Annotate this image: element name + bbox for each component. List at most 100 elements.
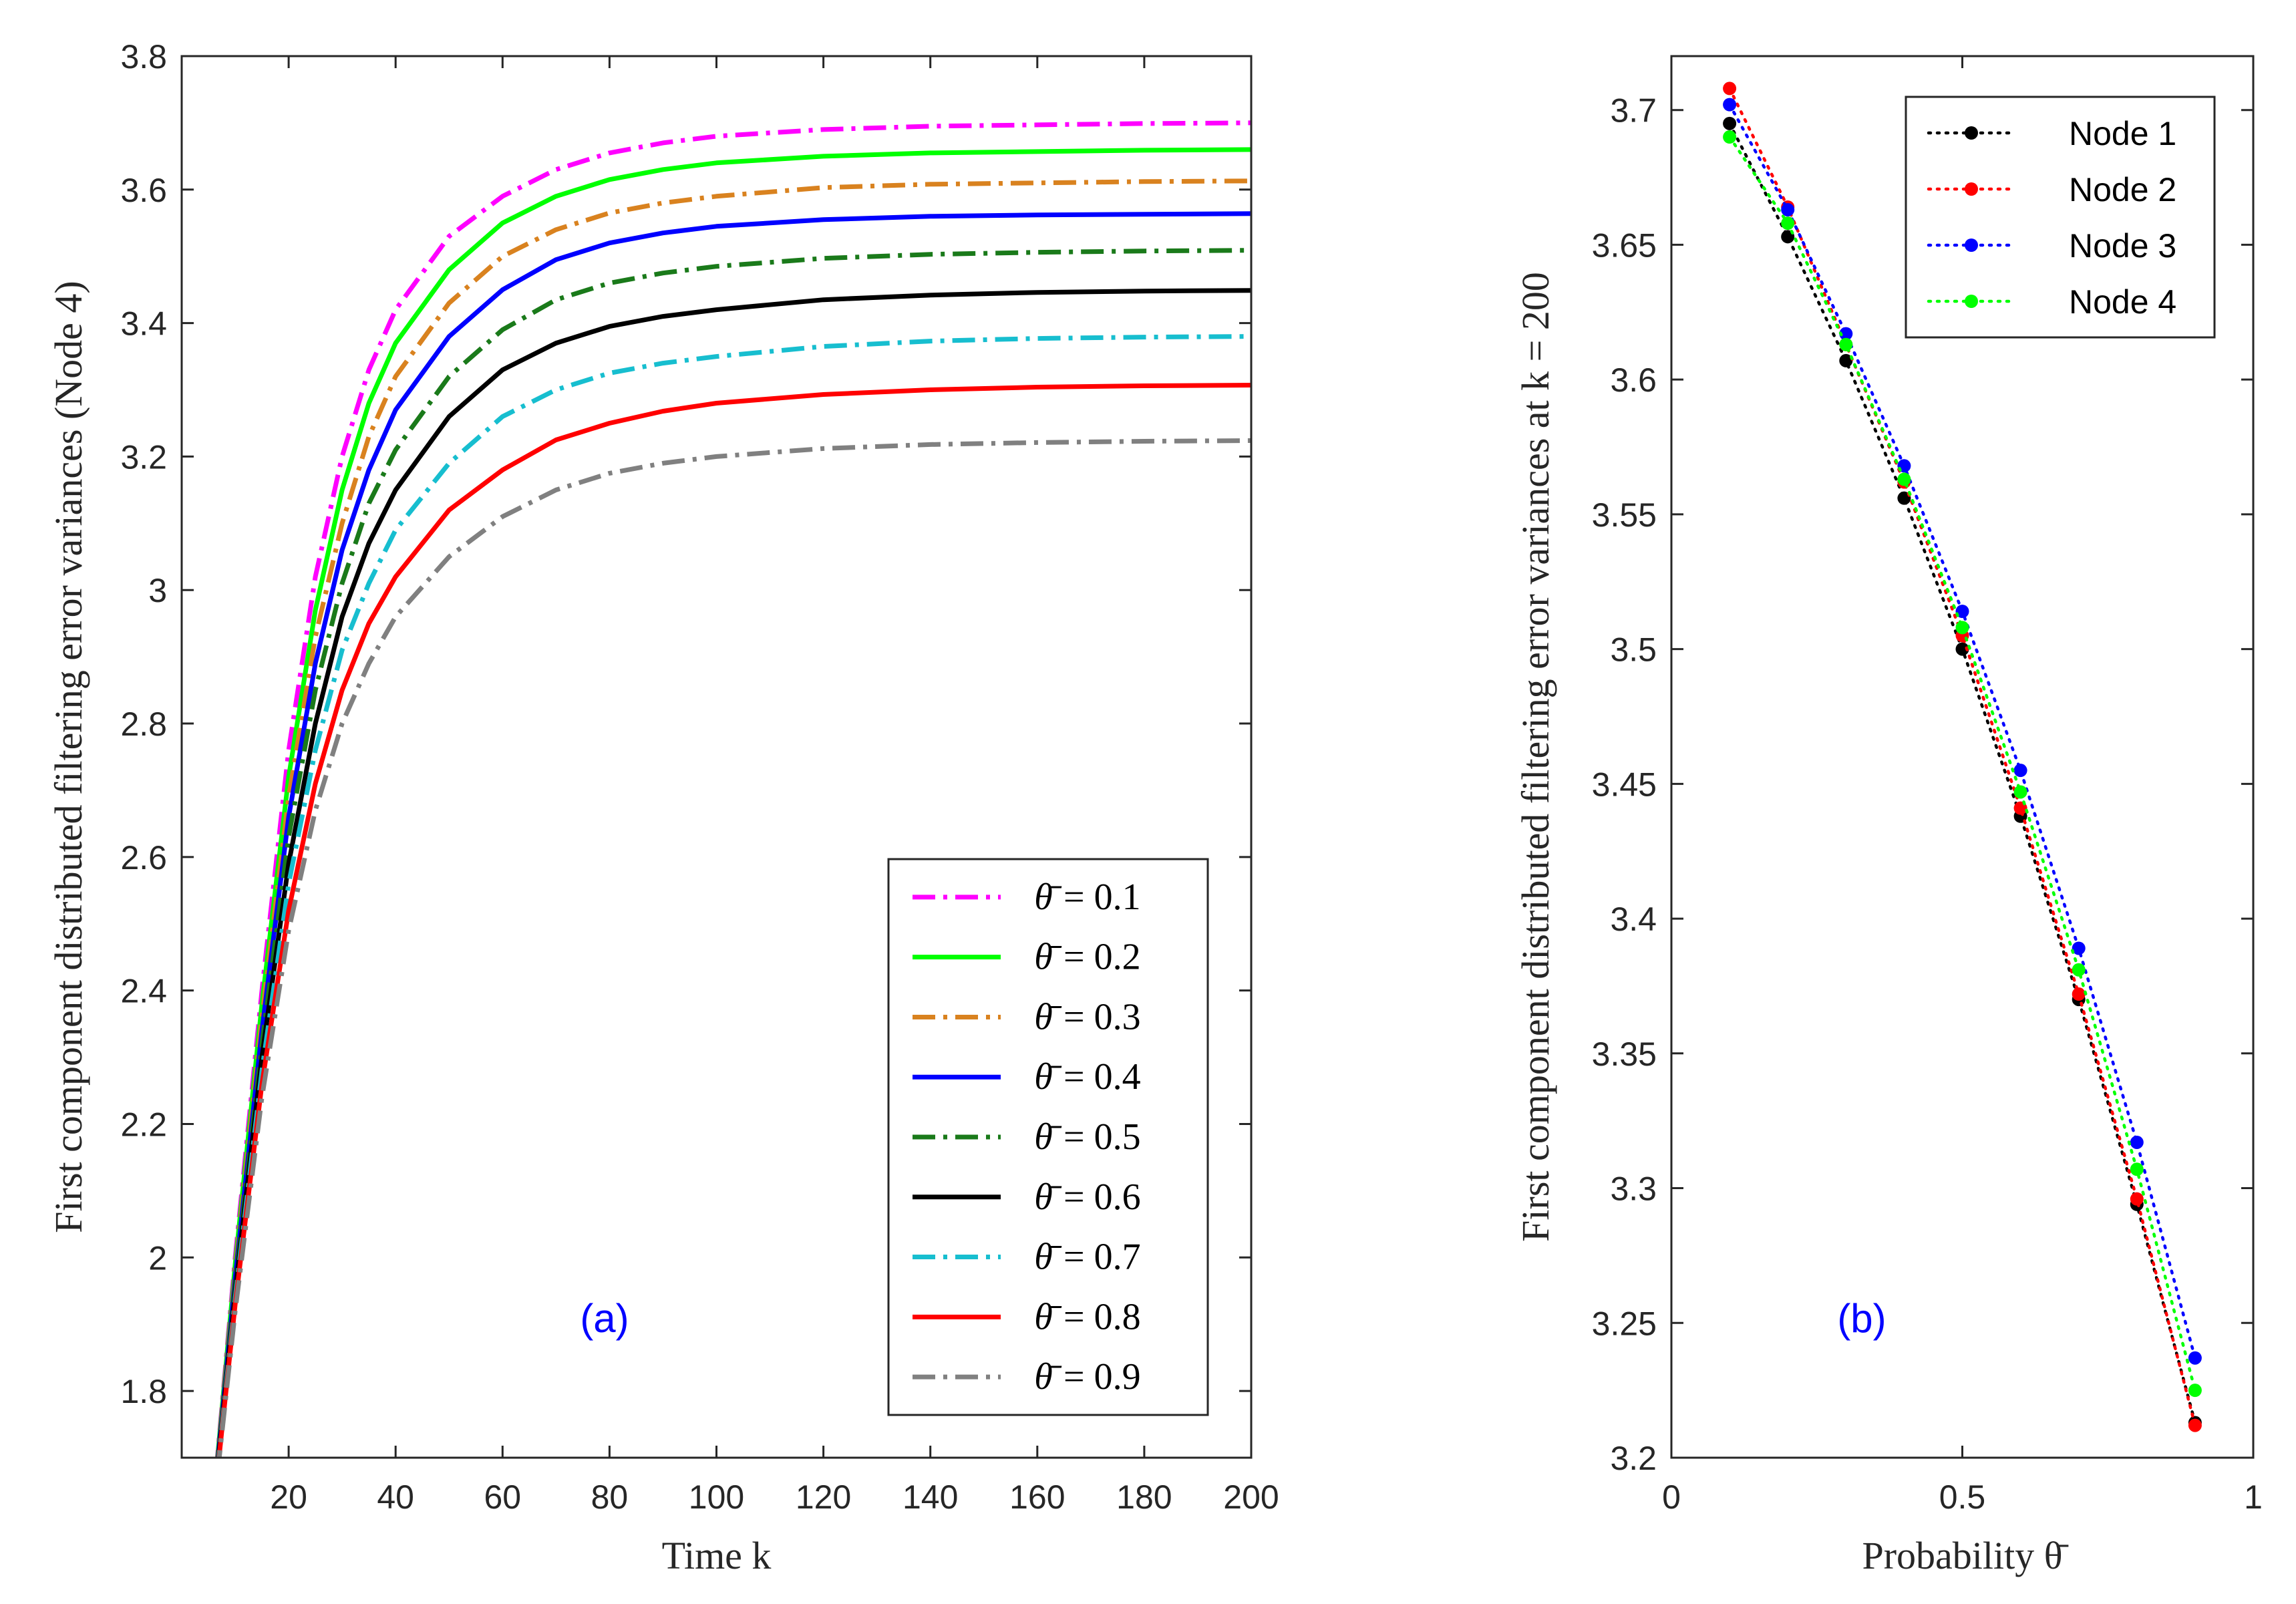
x-axis-label: Probability θ̄ — [1862, 1534, 2068, 1577]
y-tick-label: 3.35 — [1592, 1035, 1657, 1073]
data-point-node-4 — [2013, 785, 2027, 799]
y-tick-label: 2.8 — [120, 705, 167, 743]
panel-label-a: (a) — [580, 1296, 629, 1341]
data-point-node-1 — [1723, 116, 1737, 130]
x-axis-label: Time k — [662, 1534, 772, 1577]
y-tick-label: 3.7 — [1610, 92, 1657, 130]
y-tick-label: 2.4 — [120, 973, 167, 1010]
data-point-node-4 — [1839, 337, 1853, 351]
y-tick-label: 3.8 — [120, 38, 167, 75]
panel-a: 20 40 60 80 100 120 140 160 180 200 1.8 2 2.2 2.4 2.6 2… — [47, 38, 1279, 1577]
data-point-node-1 — [1839, 353, 1853, 367]
legend-b-marker — [1965, 238, 1978, 252]
series-line-2 — [215, 147, 1251, 1458]
x-tick-label: 0.5 — [1939, 1478, 1986, 1516]
y-tick-label: 2.6 — [120, 839, 167, 876]
x-tick-label: 60 — [484, 1478, 521, 1516]
legend-b-box — [1905, 96, 2216, 339]
series-line-7 — [216, 334, 1251, 1458]
x-tick-label: 40 — [377, 1478, 414, 1516]
y-tick-label: 3 — [148, 572, 167, 609]
panel-label-b: (b) — [1837, 1296, 1886, 1341]
legend-a-value: = 0.4 — [1063, 1056, 1141, 1098]
data-point-node-4 — [1897, 472, 1911, 486]
legend-b-marker — [1965, 126, 1978, 140]
data-point-node-2 — [2188, 1418, 2202, 1432]
series-line-6 — [216, 288, 1251, 1458]
legend-b-label: Node 1 — [2069, 115, 2176, 152]
x-tick-label: 120 — [796, 1478, 851, 1516]
y-tick-label: 3.3 — [1610, 1170, 1657, 1208]
panel-b: 0 0.5 1 3.2 3.25 3.3 3.35 3.4 3.45 3.5 3.55 3.6 3.65… — [1514, 55, 2263, 1577]
legend-a-value: = 0.6 — [1063, 1176, 1141, 1218]
y-tick-label: 3.6 — [120, 172, 167, 209]
y-tick-label: 3.4 — [1610, 901, 1657, 938]
legend-b-marker — [1965, 182, 1978, 196]
y-tick-label: 2 — [148, 1239, 167, 1277]
data-point-node-4 — [1781, 216, 1795, 230]
y-tick-label: 3.65 — [1592, 226, 1657, 264]
series-line-9 — [216, 438, 1251, 1458]
data-point-node-2 — [1723, 82, 1737, 96]
data-point-node-3 — [2130, 1135, 2144, 1149]
x-tick-label: 20 — [270, 1478, 307, 1516]
data-point-node-3 — [2013, 764, 2027, 778]
y-tick-label: 3.2 — [1610, 1440, 1657, 1477]
y-tick-label: 2.2 — [120, 1106, 167, 1143]
data-point-node-4 — [1723, 130, 1737, 144]
series-line-8 — [216, 383, 1251, 1458]
data-point-node-2 — [2072, 987, 2086, 1001]
series-group-4 — [1723, 130, 2202, 1398]
y-tick-label: 3.4 — [120, 305, 167, 343]
legend-a-value: = 0.2 — [1063, 937, 1141, 978]
series-line-4 — [215, 211, 1251, 1458]
x-tick-label: 140 — [903, 1478, 958, 1516]
legend-b-label: Node 2 — [2069, 171, 2176, 208]
x-tick-label: 0 — [1662, 1478, 1681, 1516]
y-axis-label: First component distributed filtering er… — [47, 281, 90, 1233]
y-tick-label: 3.5 — [1610, 631, 1657, 669]
data-point-node-3 — [1839, 327, 1853, 341]
y-tick-label: 3.45 — [1592, 766, 1657, 803]
series-group-3 — [1723, 98, 2202, 1365]
data-point-node-4 — [1955, 621, 1969, 635]
series-line-node-4 — [1728, 135, 2197, 1392]
data-point-node-4 — [2188, 1384, 2202, 1398]
legend-a-value: = 0.5 — [1063, 1116, 1141, 1158]
y-axis-label: First component distributed filtering er… — [1514, 272, 1557, 1242]
y-tick-label: 3.6 — [1610, 361, 1657, 399]
data-point-node-3 — [2188, 1351, 2202, 1365]
data-point-node-3 — [1955, 605, 1969, 619]
x-tick-label: 160 — [1009, 1478, 1065, 1516]
series-line-3 — [215, 178, 1251, 1458]
legend-a-value: = 0.7 — [1063, 1237, 1141, 1278]
legend-a-box — [887, 858, 1209, 1416]
x-tick-label: 200 — [1223, 1478, 1279, 1516]
legend-a-value: = 0.3 — [1063, 996, 1141, 1037]
legend-b-marker — [1965, 295, 1978, 308]
series-line-1 — [214, 120, 1251, 1458]
data-point-node-3 — [2072, 941, 2086, 955]
legend-b-label: Node 4 — [2069, 283, 2176, 321]
data-point-node-3 — [1781, 202, 1795, 216]
data-point-node-4 — [2072, 963, 2086, 977]
y-tick-label: 3.55 — [1592, 496, 1657, 534]
legend-b-label: Node 3 — [2069, 227, 2176, 265]
x-tick-label: 80 — [591, 1478, 629, 1516]
y-tick-label: 3.2 — [120, 438, 167, 476]
x-tick-label: 100 — [689, 1478, 744, 1516]
plot-a-series-group — [214, 120, 1251, 1458]
legend-a-value: = 0.9 — [1063, 1356, 1141, 1398]
y-tick-label: 3.25 — [1592, 1305, 1657, 1342]
x-tick-label: 1 — [2244, 1478, 2263, 1516]
x-tick-label: 180 — [1116, 1478, 1172, 1516]
legend-a-value: = 0.1 — [1063, 876, 1141, 918]
data-point-node-4 — [2130, 1162, 2144, 1176]
data-point-node-2 — [2130, 1192, 2144, 1206]
legend-a-value: = 0.8 — [1063, 1296, 1141, 1337]
series-line-5 — [216, 248, 1251, 1458]
y-tick-label: 1.8 — [120, 1373, 167, 1410]
data-point-node-1 — [1955, 642, 1969, 656]
data-point-node-3 — [1723, 98, 1737, 112]
